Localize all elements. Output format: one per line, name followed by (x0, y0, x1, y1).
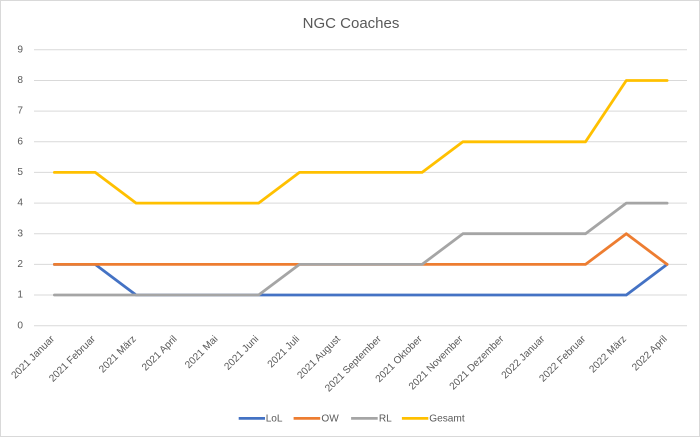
svg-text:Gesamt: Gesamt (429, 413, 465, 424)
svg-text:2021 März: 2021 März (97, 334, 139, 376)
svg-text:2021 Juli: 2021 Juli (266, 334, 302, 370)
svg-text:2: 2 (17, 259, 23, 270)
svg-text:5: 5 (17, 167, 23, 178)
svg-text:NGC Coaches: NGC Coaches (303, 15, 400, 32)
svg-text:9: 9 (17, 44, 23, 55)
svg-text:RL: RL (379, 413, 392, 424)
svg-text:2021 Mai: 2021 Mai (183, 334, 220, 371)
svg-text:4: 4 (17, 198, 23, 209)
svg-text:2021 Juni: 2021 Juni (222, 334, 261, 373)
svg-text:2022 April: 2022 April (630, 334, 670, 374)
svg-text:7: 7 (17, 106, 23, 117)
svg-text:8: 8 (17, 75, 23, 86)
svg-text:LoL: LoL (266, 413, 283, 424)
svg-text:2021 April: 2021 April (140, 334, 180, 374)
svg-text:6: 6 (17, 136, 23, 147)
svg-text:OW: OW (321, 413, 339, 424)
svg-text:3: 3 (17, 228, 23, 239)
svg-text:1: 1 (17, 290, 23, 301)
svg-text:0: 0 (17, 320, 23, 331)
svg-text:2022 März: 2022 März (587, 334, 629, 376)
